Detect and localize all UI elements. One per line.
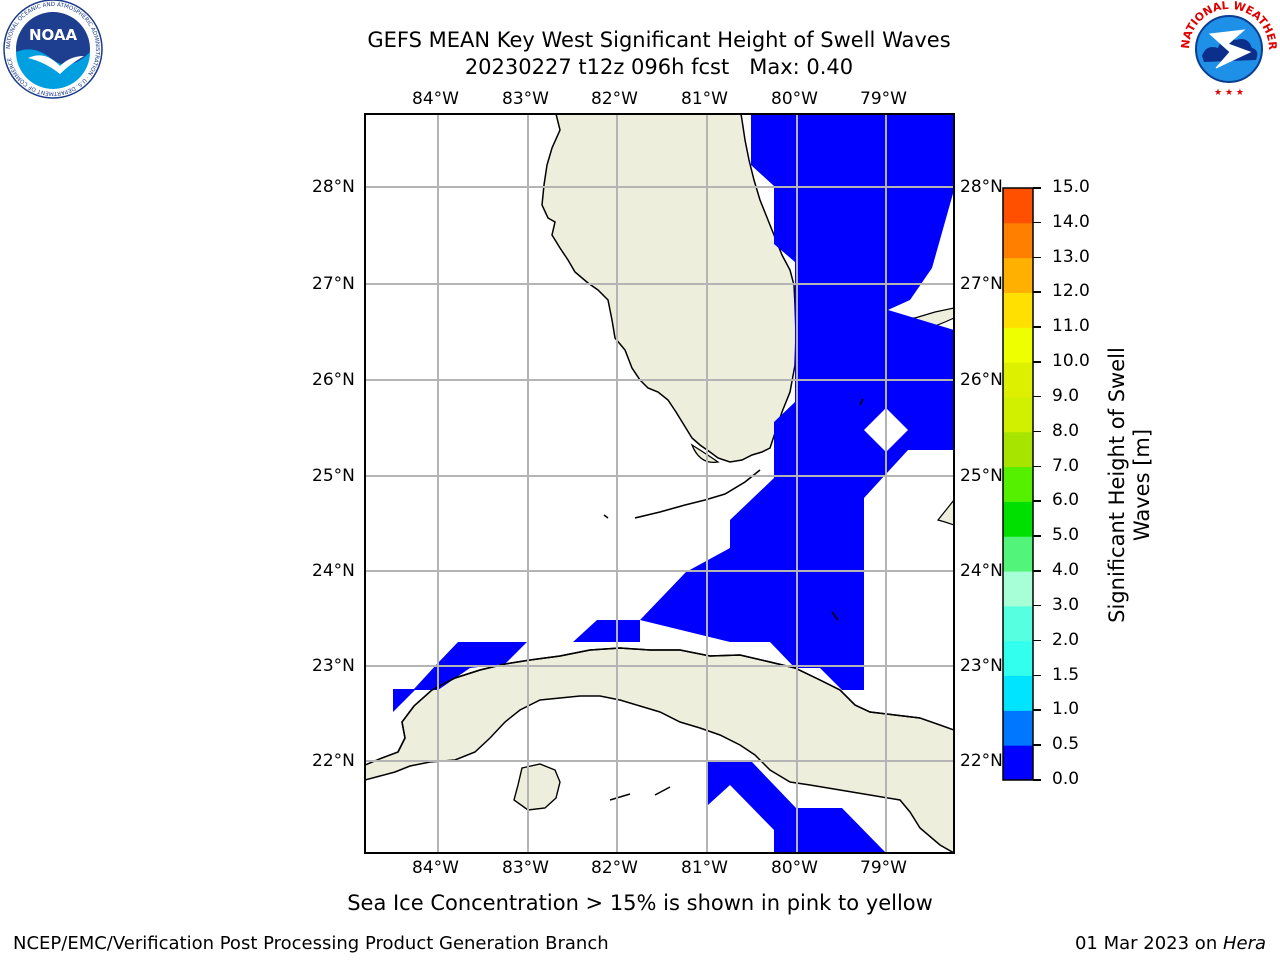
lat-label-right: 25°N bbox=[960, 466, 1003, 486]
colorbar-tick-mark bbox=[1033, 361, 1041, 363]
colorbar-tick-label: 1.5 bbox=[1052, 664, 1080, 685]
colorbar-segment bbox=[1003, 536, 1033, 572]
lon-label-bottom: 79°W bbox=[860, 858, 907, 878]
colorbar-tick-mark bbox=[1033, 779, 1041, 781]
colorbar-tick-label: 9.0 bbox=[1052, 385, 1080, 406]
lon-label-top: 84°W bbox=[412, 89, 459, 109]
noaa-logo-icon: NOAA NATIONAL OCEANIC AND ATMOSPHERIC AD… bbox=[3, 0, 103, 99]
colorbar-segment bbox=[1003, 571, 1033, 607]
lat-label-right: 22°N bbox=[960, 751, 1003, 771]
colorbar-segment bbox=[1003, 222, 1033, 259]
colorbar-tick-label: 15.0 bbox=[1052, 177, 1090, 197]
colorbar-tick-mark bbox=[1033, 744, 1041, 746]
lon-label-top: 83°W bbox=[502, 89, 549, 109]
lat-label-left: 24°N bbox=[312, 561, 355, 581]
lat-label-left: 27°N bbox=[312, 274, 355, 294]
nws-logo-icon: NATIONAL WEATHER SERVICE ★ ★ ★ bbox=[1178, 0, 1279, 98]
noaa-wordmark: NOAA bbox=[29, 26, 78, 44]
colorbar-tick-mark bbox=[1033, 395, 1041, 398]
colorbar-tick-label: 10.0 bbox=[1052, 351, 1090, 372]
colorbar-tick-label: 5.0 bbox=[1052, 525, 1080, 546]
colorbar-segment bbox=[1003, 396, 1033, 433]
colorbar-label: Significant Height of Swell Waves [m] bbox=[1105, 347, 1154, 623]
colorbar-tick-mark bbox=[1033, 604, 1041, 607]
colorbar-tick-label: 7.0 bbox=[1052, 455, 1080, 476]
colorbar-segment bbox=[1003, 640, 1033, 677]
colorbar-tick-label: 12.0 bbox=[1052, 281, 1090, 302]
colorbar-tick-mark bbox=[1033, 500, 1041, 502]
colorbar-tick-mark bbox=[1033, 639, 1041, 642]
colorbar-tick-label: 14.0 bbox=[1052, 211, 1090, 232]
isle-of-youth bbox=[513, 763, 561, 811]
swell-region-south bbox=[708, 762, 886, 853]
colorbar bbox=[1002, 187, 1034, 781]
lat-label-right: 26°N bbox=[960, 370, 1003, 390]
colorbar-tick-mark bbox=[1033, 326, 1041, 328]
colorbar-segment bbox=[1003, 362, 1033, 398]
colorbar-tick-mark bbox=[1033, 187, 1041, 189]
colorbar-tick-mark bbox=[1033, 535, 1041, 537]
lon-label-bottom: 84°W bbox=[412, 858, 459, 878]
lon-label-bottom: 82°W bbox=[591, 858, 638, 878]
colorbar-tick-label: 6.0 bbox=[1052, 490, 1080, 511]
svg-text:★ ★ ★: ★ ★ ★ bbox=[1214, 88, 1244, 98]
lat-label-right: 24°N bbox=[960, 561, 1003, 581]
colorbar-tick-mark bbox=[1033, 465, 1041, 468]
lat-label-left: 26°N bbox=[312, 370, 355, 390]
credit-text: NCEP/EMC/Verification Post Processing Pr… bbox=[13, 933, 609, 954]
lon-label-top: 80°W bbox=[771, 89, 818, 109]
colorbar-segment bbox=[1003, 466, 1033, 502]
colorbar-segment bbox=[1003, 501, 1033, 537]
colorbar-tick-label: 13.0 bbox=[1052, 246, 1090, 267]
lon-label-bottom: 80°W bbox=[771, 858, 818, 878]
colorbar-tick-label: 2.0 bbox=[1052, 629, 1080, 650]
colorbar-segment bbox=[1003, 327, 1033, 363]
lon-label-top: 79°W bbox=[860, 89, 907, 109]
lon-label-top: 82°W bbox=[591, 89, 638, 109]
lat-label-left: 22°N bbox=[312, 751, 355, 771]
sea-ice-note: Sea Ice Concentration > 15% is shown in … bbox=[347, 891, 933, 915]
colorbar-tick-mark bbox=[1033, 709, 1041, 711]
map-frame bbox=[364, 113, 955, 854]
colorbar-segment bbox=[1003, 605, 1033, 642]
colorbar-segment bbox=[1003, 188, 1033, 224]
lat-label-right: 23°N bbox=[960, 656, 1003, 676]
chart-subtitle: 20230227 t12z 096h fcst Max: 0.40 bbox=[464, 55, 854, 79]
colorbar-segment bbox=[1003, 431, 1033, 468]
colorbar-tick-label: 1.0 bbox=[1052, 699, 1080, 720]
colorbar-segment bbox=[1003, 292, 1033, 328]
lon-label-bottom: 81°W bbox=[681, 858, 728, 878]
lon-label-top: 81°W bbox=[681, 89, 728, 109]
colorbar-tick-label: 11.0 bbox=[1052, 316, 1090, 337]
colorbar-tick-mark bbox=[1033, 256, 1041, 259]
colorbar-segment bbox=[1003, 745, 1033, 781]
host-name: Hera bbox=[1222, 933, 1266, 954]
colorbar-tick-mark bbox=[1033, 570, 1041, 572]
colorbar-tick-label: 4.0 bbox=[1052, 560, 1080, 581]
lat-label-left: 25°N bbox=[312, 466, 355, 486]
colorbar-segment bbox=[1003, 675, 1033, 711]
colorbar-tick-mark bbox=[1033, 430, 1041, 433]
lon-label-bottom: 83°W bbox=[502, 858, 549, 878]
colorbar-tick-mark bbox=[1033, 221, 1041, 224]
lat-label-right: 28°N bbox=[960, 177, 1003, 197]
swell-region-west bbox=[393, 642, 527, 712]
lat-label-left: 23°N bbox=[312, 656, 355, 676]
colorbar-tick-label: 3.0 bbox=[1052, 594, 1080, 615]
colorbar-tick-label: 0.0 bbox=[1052, 769, 1080, 789]
lat-label-left: 28°N bbox=[312, 177, 355, 197]
swell-region-straits bbox=[573, 620, 640, 642]
chart-title: GEFS MEAN Key West Significant Height of… bbox=[367, 28, 951, 52]
gridlines bbox=[365, 114, 954, 853]
colorbar-segment bbox=[1003, 257, 1033, 293]
lat-label-right: 27°N bbox=[960, 274, 1003, 294]
colorbar-tick-label: 0.5 bbox=[1052, 734, 1080, 755]
colorbar-tick-mark bbox=[1033, 291, 1041, 293]
colorbar-segment bbox=[1003, 710, 1033, 746]
colorbar-tick-label: 8.0 bbox=[1052, 420, 1080, 441]
date-stamp: 01 Mar 2023 on Hera bbox=[1074, 933, 1266, 954]
colorbar-tick-mark bbox=[1033, 674, 1041, 677]
